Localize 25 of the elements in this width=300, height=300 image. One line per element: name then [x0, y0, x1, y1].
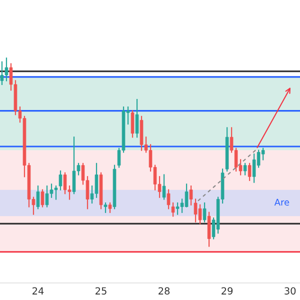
x-tick-label: 29 — [222, 287, 233, 295]
candlestick — [58, 170, 62, 190]
candlestick — [198, 204, 202, 224]
band-label: Are — [274, 198, 290, 206]
candlestick — [243, 162, 247, 176]
candlestick — [135, 98, 139, 138]
candlestick — [202, 202, 206, 222]
candlestick — [40, 189, 44, 208]
x-tick-label: 30 — [284, 287, 296, 295]
x-tick-label: 25 — [96, 287, 106, 295]
candlestick — [104, 202, 108, 213]
candlestick — [248, 162, 252, 181]
candlestick — [189, 186, 193, 206]
candlestick — [162, 174, 166, 200]
candlestick — [0, 61, 4, 86]
candlestick — [36, 186, 40, 210]
x-tick-label: 24 — [32, 287, 44, 294]
candlestick — [94, 162, 98, 198]
candlestick — [184, 184, 188, 208]
candlestick — [130, 110, 134, 138]
candlestick — [207, 212, 211, 247]
candlestick — [171, 202, 175, 217]
candlestick — [166, 189, 170, 210]
x-tick-label: 28 — [158, 287, 170, 295]
candlestick — [108, 202, 112, 213]
